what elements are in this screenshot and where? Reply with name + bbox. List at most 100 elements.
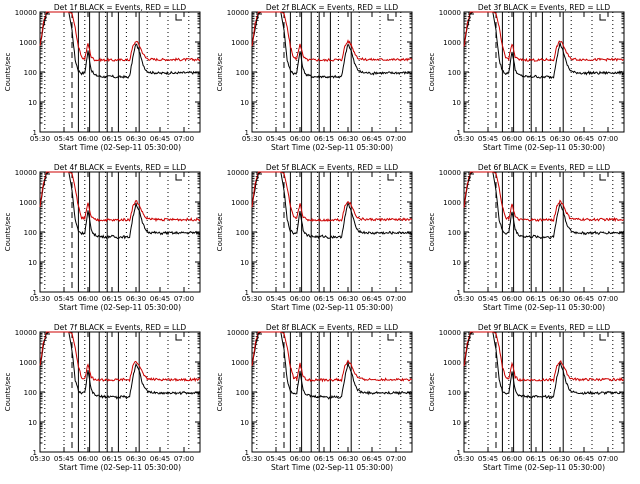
y-axis-label: Counts/sec bbox=[216, 53, 224, 92]
x-axis-label: Start Time (02-Sep-11 05:30:00) bbox=[59, 143, 181, 152]
x-tick-label: 06:15 bbox=[314, 295, 334, 303]
x-tick-label: 07:00 bbox=[174, 135, 194, 143]
x-axis-label: Start Time (02-Sep-11 05:30:00) bbox=[271, 303, 393, 312]
x-tick-label: 07:00 bbox=[174, 295, 194, 303]
y-tick-label: 1 bbox=[457, 289, 461, 297]
y-tick-label: 1 bbox=[457, 129, 461, 137]
y-tick-label: 1 bbox=[457, 449, 461, 457]
panel-det-5: 1 10 100 1000 10000 05:30 05:45 06:00 06:15 06:30… bbox=[216, 163, 413, 312]
x-tick-label: 06:15 bbox=[314, 455, 334, 463]
x-tick-label: 06:15 bbox=[526, 295, 546, 303]
x-tick-label: 06:15 bbox=[102, 455, 122, 463]
y-axis-label: Counts/sec bbox=[4, 373, 12, 412]
x-tick-label: 06:30 bbox=[338, 295, 358, 303]
corner-label: 2 bbox=[43, 15, 47, 23]
y-tick-label: 100 bbox=[24, 229, 37, 237]
y-tick-label: 100 bbox=[448, 389, 461, 397]
x-tick-label: 06:15 bbox=[314, 135, 334, 143]
lld-series-line bbox=[463, 171, 625, 223]
y-tick-label: 1000 bbox=[19, 39, 37, 47]
top-right-mark bbox=[599, 174, 606, 181]
x-tick-label: 07:00 bbox=[598, 135, 618, 143]
x-tick-label: 06:30 bbox=[550, 455, 570, 463]
y-tick-label: 1000 bbox=[443, 39, 461, 47]
panel-title: Det 6f BLACK = Events, RED = LLD bbox=[478, 163, 611, 172]
top-right-mark bbox=[387, 14, 394, 21]
y-tick-label: 1000 bbox=[443, 199, 461, 207]
y-tick-label: 1 bbox=[245, 289, 249, 297]
top-right-mark bbox=[175, 14, 182, 21]
y-tick-label: 1 bbox=[33, 289, 37, 297]
x-tick-label: 07:00 bbox=[386, 135, 406, 143]
x-tick-label: 06:15 bbox=[102, 135, 122, 143]
y-tick-label: 100 bbox=[24, 389, 37, 397]
y-tick-label: 100 bbox=[236, 69, 249, 77]
lld-series-line bbox=[39, 331, 201, 383]
corner-label: 2 bbox=[255, 175, 259, 183]
y-tick-label: 10000 bbox=[15, 329, 37, 337]
x-tick-label: 06:30 bbox=[338, 135, 358, 143]
lld-series-line bbox=[39, 11, 201, 63]
top-right-mark bbox=[387, 334, 394, 341]
x-tick-label: 06:15 bbox=[102, 295, 122, 303]
y-tick-label: 10000 bbox=[227, 329, 249, 337]
x-tick-label: 06:45 bbox=[574, 135, 594, 143]
corner-label: 2 bbox=[467, 175, 471, 183]
y-tick-label: 10 bbox=[240, 99, 249, 107]
y-tick-label: 10000 bbox=[15, 169, 37, 177]
y-tick-label: 10 bbox=[240, 259, 249, 267]
y-tick-label: 10000 bbox=[15, 9, 37, 17]
y-tick-label: 1 bbox=[33, 449, 37, 457]
panel-title: Det 2f BLACK = Events, RED = LLD bbox=[266, 3, 399, 12]
panel-det-3: 1 10 100 1000 10000 05:30 05:45 06:00 06:15 06:30… bbox=[428, 3, 625, 152]
y-tick-label: 10 bbox=[452, 419, 461, 427]
y-tick-label: 1000 bbox=[443, 359, 461, 367]
top-right-mark bbox=[387, 174, 394, 181]
panel-title: Det 5f BLACK = Events, RED = LLD bbox=[266, 163, 399, 172]
y-axis-label: Counts/sec bbox=[4, 213, 12, 252]
y-tick-label: 1 bbox=[245, 129, 249, 137]
corner-label: 2 bbox=[467, 15, 471, 23]
y-tick-label: 10 bbox=[28, 259, 37, 267]
x-tick-label: 05:45 bbox=[478, 295, 498, 303]
corner-label: 2 bbox=[255, 15, 259, 23]
y-tick-label: 100 bbox=[236, 229, 249, 237]
y-tick-label: 1000 bbox=[231, 199, 249, 207]
x-tick-label: 05:45 bbox=[478, 455, 498, 463]
panel-title: Det 1f BLACK = Events, RED = LLD bbox=[54, 3, 187, 12]
corner-label: 2 bbox=[43, 335, 47, 343]
lld-series-line bbox=[251, 171, 413, 222]
x-tick-label: 05:30 bbox=[454, 295, 474, 303]
y-tick-label: 100 bbox=[236, 389, 249, 397]
x-tick-label: 05:30 bbox=[242, 455, 262, 463]
lld-series-line bbox=[251, 331, 413, 383]
y-tick-label: 10 bbox=[240, 419, 249, 427]
corner-label: 2 bbox=[43, 175, 47, 183]
panel-det-7: 1 10 100 1000 10000 05:30 05:45 06:00 06:15 06:30… bbox=[4, 323, 201, 472]
x-axis-label: Start Time (02-Sep-11 05:30:00) bbox=[59, 463, 181, 472]
y-tick-label: 10000 bbox=[439, 329, 461, 337]
lld-series-line bbox=[463, 11, 625, 62]
panel-det-9: 1 10 100 1000 10000 05:30 05:45 06:00 06:15 06:30… bbox=[428, 323, 625, 472]
x-tick-label: 06:15 bbox=[526, 455, 546, 463]
x-tick-label: 06:30 bbox=[550, 135, 570, 143]
panel-title: Det 8f BLACK = Events, RED = LLD bbox=[266, 323, 399, 332]
lld-series-line bbox=[251, 11, 413, 62]
x-tick-label: 05:30 bbox=[242, 135, 262, 143]
panel-det-2: 1 10 100 1000 10000 05:30 05:45 06:00 06:15 06:30… bbox=[216, 3, 413, 152]
x-tick-label: 07:00 bbox=[598, 295, 618, 303]
lld-series-line bbox=[463, 331, 625, 383]
y-tick-label: 1000 bbox=[19, 359, 37, 367]
top-right-mark bbox=[599, 14, 606, 21]
x-tick-label: 05:30 bbox=[454, 455, 474, 463]
x-tick-label: 06:30 bbox=[338, 455, 358, 463]
panel-title: Det 9f BLACK = Events, RED = LLD bbox=[478, 323, 611, 332]
x-tick-label: 05:30 bbox=[242, 295, 262, 303]
y-axis-label: Counts/sec bbox=[428, 213, 436, 252]
x-tick-label: 05:30 bbox=[454, 135, 474, 143]
y-tick-label: 1000 bbox=[231, 359, 249, 367]
y-tick-label: 10000 bbox=[439, 169, 461, 177]
x-tick-label: 06:00 bbox=[290, 295, 310, 303]
x-tick-label: 06:45 bbox=[362, 455, 382, 463]
